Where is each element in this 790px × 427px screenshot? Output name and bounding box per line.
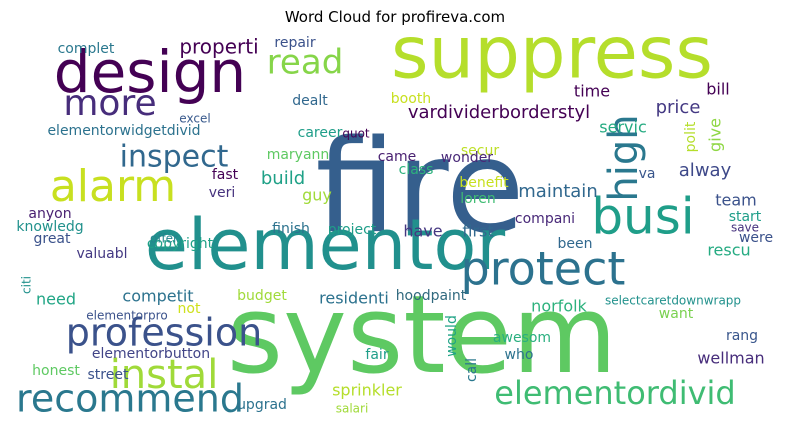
word-project: project [328,222,377,238]
word-read: read [267,43,344,83]
word-elementor: elementor [145,204,505,286]
word-build: build [261,168,305,189]
word-veri: veri [209,185,236,201]
word-upgrad: upgrad [237,397,287,413]
word-career: career [298,125,343,141]
word-compani: compani [515,211,575,227]
word-save: save [731,221,759,235]
word-residenti: residenti [319,289,389,308]
word-knowledg: knowledg [16,219,83,235]
word-excel: excel [179,112,210,126]
word-want: want [659,306,694,322]
word-honest: honest [32,363,80,379]
chart-title: Word Cloud for profireva.com [284,8,506,26]
word-design: design [54,38,246,106]
word-sprinkler: sprinkler [332,381,402,400]
word-need: need [36,290,76,309]
word-great: great [33,231,71,247]
word-polit: polit [683,121,699,152]
word-time: time [574,82,610,101]
word-recommend: recommend [16,377,244,421]
word-have: have [403,222,442,241]
word-elementordivid: elementordivid [494,374,735,412]
word-were: were [739,230,773,246]
word-selectcaretdownwrapp: selectcaretdownwrapp [605,294,741,308]
word-valuabl: valuabl [77,246,128,262]
word-came: came [378,149,417,165]
word-instal: instal [110,352,219,398]
word-fair: fair [365,347,388,363]
word-awesom: awesom [493,330,551,346]
word-secur: secur [461,143,499,159]
word-salari: salari [336,402,369,416]
word-vardividerborderstyl: vardividerborderstyl [408,102,590,123]
word-citi: citi [20,276,34,294]
word-not: not [178,301,201,317]
word-hoodpaint: hoodpaint [396,288,467,304]
word-properti: properti [179,35,258,59]
word-elementorpro: elementorpro [86,309,167,323]
word-street: street [88,367,129,383]
word-been: been [558,236,593,252]
word-complet: complet [58,41,115,57]
word-would: would [444,315,460,357]
word-suppress: suppress [391,11,713,95]
word-maintain: maintain [518,181,597,202]
word-price: price [656,97,701,118]
word-fast: fast [212,167,239,183]
word-norfolk: norfolk [531,297,587,316]
word-class: class [399,162,434,178]
word-wellman: wellman [697,349,764,368]
word-benefit: benefit [459,175,509,191]
word-offer: offer [150,232,178,246]
word-repair: repair [274,35,315,51]
word-maryann: maryann [267,147,330,163]
word-elementorbutton: elementorbutton [92,346,210,362]
word-loren: loren [460,191,495,207]
word-copyright: copyright [147,236,214,252]
word-protect: protect [461,242,626,296]
word-inspect: inspect [120,140,229,175]
word-budget: budget [237,288,287,304]
word-fire: fire [315,113,524,262]
word-busi: busi [591,188,694,246]
word-alway: alway [679,160,732,181]
word-rescu: rescu [707,241,750,260]
word-quot: quot [342,127,370,141]
word-system: system [227,273,617,398]
word-finish: finish [272,221,310,237]
word-high: high [601,114,647,201]
word-profession: profession [66,311,262,355]
word-wonder: wonder [441,150,493,166]
word-servic: servic [599,118,646,137]
word-more: more [63,83,156,124]
word-elementorwidgetdivid: elementorwidgetdivid [47,123,200,139]
word-dealt: dealt [292,93,328,109]
word-give: give [706,118,725,152]
word-guy: guy [302,186,332,205]
word-call: call [464,358,480,382]
word-bill: bill [706,80,730,99]
word-anyon: anyon [28,206,71,222]
word-alarm: alarm [50,161,176,212]
word-booth: booth [391,91,431,107]
word-who: who [505,347,534,363]
word-competit: competit [122,287,193,306]
word-team: team [715,191,757,210]
word-first: first [462,222,493,241]
word-start: start [729,209,762,225]
word-va: va [639,166,656,182]
word-rang: rang [726,328,758,344]
